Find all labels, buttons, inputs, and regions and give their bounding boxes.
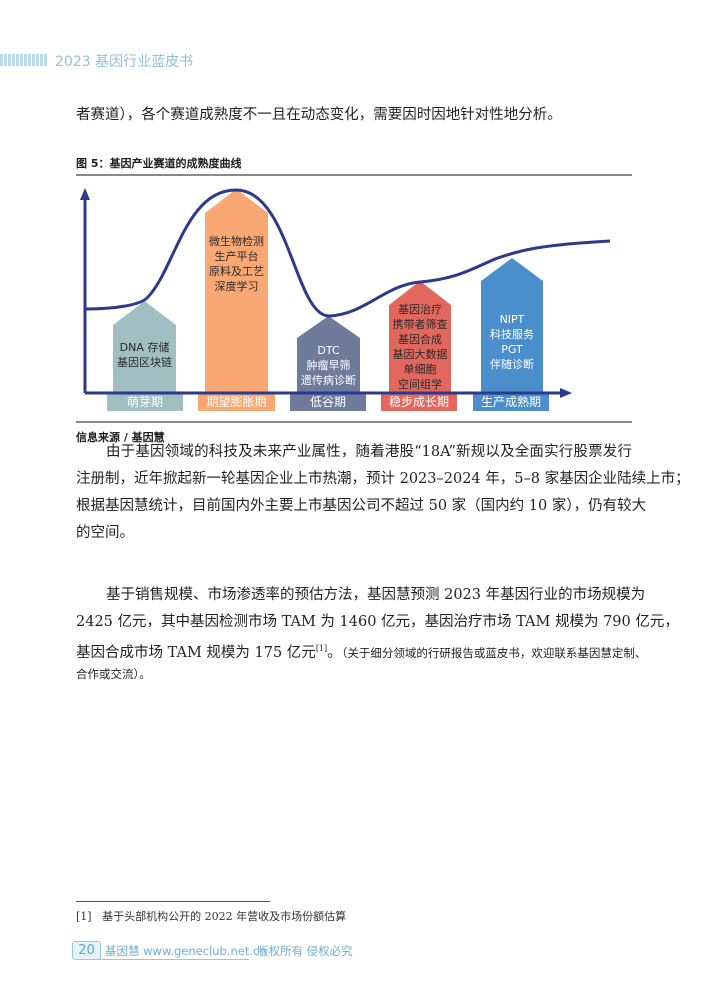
footer-underline xyxy=(99,959,249,960)
stage-item: 伴随诊断 xyxy=(490,358,534,371)
paragraph2-line: 基于销售规模、市场渗透率的预估方法，基因慧预测 2023 年基因行业的市场规模为 xyxy=(106,587,646,603)
contact-note: （关于细分领域的行研报告或蓝皮书，欢迎联系基因慧定制、 xyxy=(341,645,647,660)
figure-title: 图 5：基因产业赛道的成熟度曲线 xyxy=(76,157,242,170)
intro-line: 者赛道），各个赛道成熟度不一且在动态变化，需要因时因地针对性地分析。 xyxy=(76,107,562,123)
footnote: [1] 基于头部机构公开的 2022 年营收及市场份额估算 xyxy=(76,908,346,924)
footnote-marker: [1] xyxy=(76,910,92,923)
paragraph1-line: 注册制，近年掀起新一轮基因企业上市热潮，预计 2023–2024 年，5–8 家… xyxy=(76,471,690,487)
stage-label-bar xyxy=(107,394,183,411)
stage-item: 携带者筛查 xyxy=(392,318,448,331)
stage-item: 原料及工艺 xyxy=(209,265,264,278)
stage-label-bar xyxy=(290,394,366,411)
stage-arrow-shape xyxy=(205,189,268,392)
stage-item: 科技服务 xyxy=(490,328,534,341)
running-header: 2023 基因行业蓝皮书 xyxy=(55,54,194,70)
footnote-text: 基于头部机构公开的 2022 年营收及市场份额估算 xyxy=(102,910,347,923)
stage-label-bar xyxy=(381,394,457,411)
stage-items: DTC 肿瘤早筛遗传病诊断 xyxy=(297,343,360,388)
stage-item: 基因治疗 xyxy=(398,303,442,316)
maturity-curve xyxy=(84,188,611,318)
paragraph2-text: 基因合成市场 TAM 规模为 175 亿元 xyxy=(76,644,316,661)
stage-label-bar xyxy=(473,394,549,411)
paragraph1-line: 的空间。 xyxy=(76,525,134,541)
stage-arrow-shape xyxy=(481,258,543,392)
stage-label: 低谷期 xyxy=(309,395,346,409)
stage-item: DTC xyxy=(317,344,340,357)
stage-items: 微生物检测生产平台原料及工艺深度学习 xyxy=(205,234,268,294)
stage-item: PGT xyxy=(501,343,523,356)
stage-label: 生产成熟期 xyxy=(480,395,541,409)
stage-label-bar xyxy=(198,394,275,411)
figure-bottom-rule xyxy=(76,421,632,423)
stage-label: 稳步成长期 xyxy=(388,395,449,409)
stage-item: 基因大数据 xyxy=(392,348,448,361)
stage-item: 肿瘤早筛 xyxy=(306,359,351,372)
stage-arrow-shape xyxy=(389,281,451,392)
stage-arrow-shape xyxy=(297,316,360,392)
stage-item: 遗传病诊断 xyxy=(301,374,356,387)
contact-note-end: 合作或交流）。 xyxy=(76,667,151,681)
footer-rights: 版权所有 侵权必究 xyxy=(257,944,353,958)
stage-arrow-shape xyxy=(113,301,176,392)
stage-item: 深度学习 xyxy=(214,280,259,293)
stage-item: 单细胞 xyxy=(403,363,437,376)
paragraph2-line: 基因合成市场 TAM 规模为 175 亿元[1]。（关于细分领域的行研报告或蓝皮… xyxy=(76,639,646,663)
stage-items: NIPT 科技服务 PGT 伴随诊断 xyxy=(481,312,543,372)
stage-item: DNA 存储 xyxy=(119,341,170,354)
figure-top-rule xyxy=(76,174,632,176)
header-logo-icon xyxy=(0,54,47,66)
footer-brand[interactable]: 基因慧 www.geneclub.net.cn xyxy=(105,944,267,958)
paragraph2-text: 。 xyxy=(327,644,342,661)
stage-items: 基因治疗携带者筛查基因合成基因大数据单细胞空间组学 xyxy=(389,302,451,392)
stage-item: 微生物检测 xyxy=(209,235,264,248)
paragraph1-line: 由于基因领域的科技及未来产业属性，随着港股“18A”新规以及全面实行股票发行 xyxy=(106,444,632,460)
stage-items: DNA 存储 基因区块链 xyxy=(113,340,176,370)
paragraph1-line: 根据基因慧统计，目前国内外主要上市基因公司不超过 50 家（国内约 10 家），… xyxy=(76,498,647,514)
stage-item: 基因合成 xyxy=(398,333,442,346)
stage-item: NIPT xyxy=(499,313,525,326)
x-axis-arrow-icon xyxy=(560,388,572,398)
footnote-rule xyxy=(76,901,270,902)
stage-item: 基因区块链 xyxy=(117,356,172,369)
stage-item: 生产平台 xyxy=(214,250,259,263)
stage-label: 期望膨胀期 xyxy=(206,395,267,409)
stage-item: 空间组学 xyxy=(398,378,442,391)
page-number: 20 xyxy=(72,941,101,960)
stage-label: 萌芽期 xyxy=(126,395,163,409)
y-axis-arrow-icon xyxy=(80,188,90,200)
figure-source: 信息来源 / 基因慧 xyxy=(76,431,165,444)
paragraph2-line: 2425 亿元，其中基因检测市场 TAM 为 1460 亿元，基因治疗市场 TA… xyxy=(76,614,679,630)
footnote-ref[interactable]: [1] xyxy=(315,644,328,653)
